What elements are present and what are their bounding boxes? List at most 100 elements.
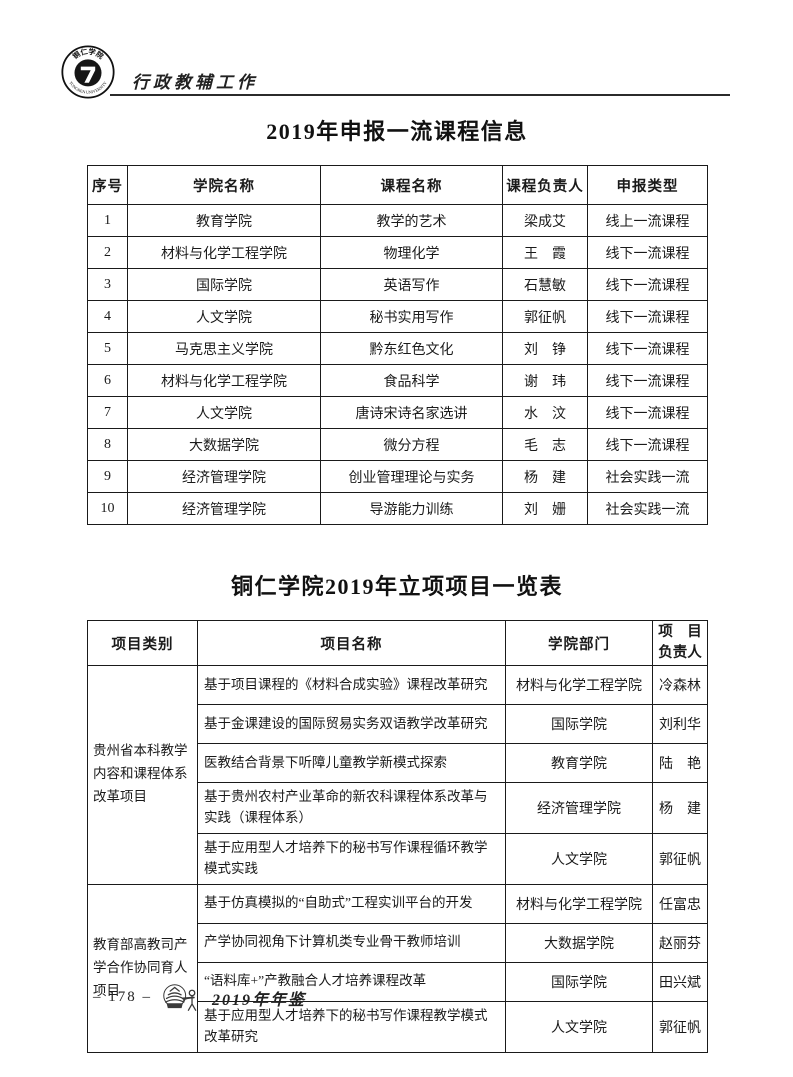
table-cell: 水 汶: [502, 396, 588, 429]
table-row: 基于金课建设的国际贸易实务双语教学改革研究 国际学院 刘利华: [88, 704, 708, 745]
column-header: 项目名称: [197, 619, 506, 667]
course-table-title: 2019年申报一流课程信息: [266, 119, 528, 144]
category-cell: 贵州省本科教学内容和课程体系改革项目: [87, 665, 198, 885]
project-name-cell: 基于金课建设的国际贸易实务双语教学改革研究: [197, 704, 506, 745]
table-cell: 石慧敏: [502, 268, 588, 301]
table-cell: 谢 玮: [502, 364, 588, 397]
leader-cell: 任富忠: [652, 883, 708, 924]
project-name-cell: 基于应用型人才培养下的秘书写作课程教学模式改革研究: [197, 1000, 506, 1053]
row-number-cell: 5: [87, 332, 128, 365]
leader-cell: 郭征帆: [652, 832, 708, 885]
table-cell: 线下一流课程: [587, 300, 708, 333]
row-number-cell: 9: [87, 460, 128, 493]
table-row: 教育部高教司产学合作协同育人项目 基于仿真模拟的“自助式”工程实训平台的开发 材料与…: [87, 883, 708, 1053]
row-number-cell: 3: [87, 268, 128, 301]
table-cell: 创业管理理论与实务: [320, 460, 503, 493]
project-name-cell: 基于贵州农村产业革命的新农科课程体系改革与实践（课程体系）: [197, 782, 506, 834]
table-cell: 社会实践一流: [587, 492, 708, 525]
project-table-head: 项目类别 项目名称 学院部门项 目负责人: [87, 619, 708, 667]
yearbook-mascot-icon: [161, 982, 203, 1013]
university-seal-logo: 铜仁学院 TONGREN UNIVERSITY: [61, 45, 115, 99]
table-row: 3 国际学院 英语写作 石慧敏 线下一流课程: [87, 268, 708, 301]
table-row: 贵州省本科教学内容和课程体系改革项目 基于项目课程的《材料合成实验》课程改革研究材…: [87, 665, 708, 885]
row-number-cell: 1: [87, 204, 128, 237]
page-footer: – 178 – 2019年年鉴: [93, 982, 306, 1013]
table-cell: 英语写作: [320, 268, 503, 301]
table-row: 5 马克思主义学院 黔东红色文化刘 铮线下一流课程: [87, 332, 708, 365]
table-cell: 微分方程: [320, 428, 503, 461]
table-cell: 毛 志: [502, 428, 588, 461]
leader-cell: 陆 艳: [652, 743, 708, 784]
leader-cell: 冷森林: [652, 665, 708, 706]
seal-monogram-glyph: [80, 66, 96, 83]
project-name-cell: 产学协同视角下计算机类专业骨干教师培训: [197, 922, 506, 963]
column-header: 课程负责人: [502, 165, 588, 205]
table-cell: 秘书实用写作: [320, 300, 503, 333]
table-cell: 教育学院: [127, 204, 321, 237]
column-header: 学院部门: [505, 619, 653, 667]
table-cell: 材料与化学工程学院: [127, 236, 321, 269]
table-cell: 梁成艾: [502, 204, 588, 237]
department-cell: 国际学院: [505, 961, 653, 1002]
column-header-line: 负责人: [658, 645, 702, 662]
project-name-cell: 医教结合背景下听障儿童教学新模式探索: [197, 743, 506, 784]
project-name-cell: 基于项目课程的《材料合成实验》课程改革研究: [197, 665, 506, 706]
table-row: 基于贵州农村产业革命的新农科课程体系改革与实践（课程体系） 经济管理学院杨 建: [88, 782, 708, 834]
leader-cell: 刘利华: [652, 704, 708, 745]
table-cell: 线下一流课程: [587, 332, 708, 365]
table-row: 医教结合背景下听障儿童教学新模式探索 教育学院陆 艳: [88, 743, 708, 784]
table-cell: 郭征帆: [502, 300, 588, 333]
header-rule: [110, 94, 730, 96]
page-content: 2019年申报一流课程信息 序号 学院名称 课程名称 课程负责人 申报类型 1 教育学院教…: [87, 0, 708, 1053]
table-cell: 黔东红色文化: [320, 332, 503, 365]
department-cell: 材料与化学工程学院: [505, 665, 653, 706]
table-cell: 唐诗宋诗名家选讲: [320, 396, 503, 429]
table-cell: 线下一流课程: [587, 396, 708, 429]
project-name-cell: 基于仿真模拟的“自助式”工程实训平台的开发: [197, 883, 506, 924]
project-table: 项目类别 项目名称 学院部门项 目负责人 贵州省本科教学内容和课程体系改革项目 基于项…: [87, 619, 708, 1053]
table-cell: 线下一流课程: [587, 268, 708, 301]
project-table-body: 贵州省本科教学内容和课程体系改革项目 基于项目课程的《材料合成实验》课程改革研究材…: [87, 665, 708, 1053]
department-cell: 人文学院: [505, 832, 653, 885]
table-cell: 经济管理学院: [127, 460, 321, 493]
column-header-line: 项 目: [658, 624, 702, 640]
leader-cell: 田兴斌: [652, 961, 708, 1002]
table-cell: 社会实践一流: [587, 460, 708, 493]
row-number-cell: 2: [87, 236, 128, 269]
table-row: 产学协同视角下计算机类专业骨干教师培训 大数据学院 赵丽芬: [88, 922, 708, 963]
row-number-cell: 7: [87, 396, 128, 429]
department-cell: 材料与化学工程学院: [505, 883, 653, 924]
university-seal-icon: 铜仁学院 TONGREN UNIVERSITY: [61, 45, 115, 99]
table-row: 基于应用型人才培养下的秘书写作课程教学模式改革研究 人文学院 郭征帆: [88, 1000, 708, 1053]
table-row: 基于应用型人才培养下的秘书写作课程循环教学模式实践 人文学院 郭征帆: [88, 832, 708, 885]
table-cell: 大数据学院: [127, 428, 321, 461]
course-table-head: 序号 学院名称 课程名称 课程负责人 申报类型: [87, 165, 708, 205]
category-cell: 教育部高教司产学合作协同育人项目: [87, 883, 198, 1053]
table-cell: 经济管理学院: [127, 492, 321, 525]
department-cell: 经济管理学院: [505, 782, 653, 834]
table-cell: 线上一流课程: [587, 204, 708, 237]
table-cell: 线下一流课程: [587, 236, 708, 269]
table-cell: 导游能力训练: [320, 492, 503, 525]
table-row: 10 经济管理学院 导游能力训练刘 姗社会实践一流: [87, 492, 708, 525]
table-cell: 刘 铮: [502, 332, 588, 365]
column-header: 申报类型: [587, 165, 708, 205]
table-cell: 教学的艺术: [320, 204, 503, 237]
table-cell: 王 霞: [502, 236, 588, 269]
table-row: 7 人文学院 唐诗宋诗名家选讲水 汶线下一流课程: [87, 396, 708, 429]
table-row: “语料库+”产教融合人才培养课程改革 国际学院 田兴斌: [88, 961, 708, 1002]
section-label: 行政教辅工作: [132, 73, 258, 92]
table-cell: 人文学院: [127, 396, 321, 429]
table-row: 1 教育学院 教学的艺术 梁成艾 线上一流课程: [87, 204, 708, 237]
leader-cell: 郭征帆: [652, 1000, 708, 1053]
table-cell: 刘 姗: [502, 492, 588, 525]
table-cell: 人文学院: [127, 300, 321, 333]
department-cell: 大数据学院: [505, 922, 653, 963]
table-row: 9 经济管理学院 创业管理理论与实务杨 建社会实践一流: [87, 460, 708, 493]
project-name-cell: “语料库+”产教融合人才培养课程改革: [197, 961, 506, 1002]
row-number-cell: 6: [87, 364, 128, 397]
leader-cell: 杨 建: [652, 782, 708, 834]
project-table-title: 铜仁学院2019年立项项目一览表: [230, 574, 563, 599]
table-row: 4 人文学院 秘书实用写作 郭征帆 线下一流课程: [87, 300, 708, 333]
